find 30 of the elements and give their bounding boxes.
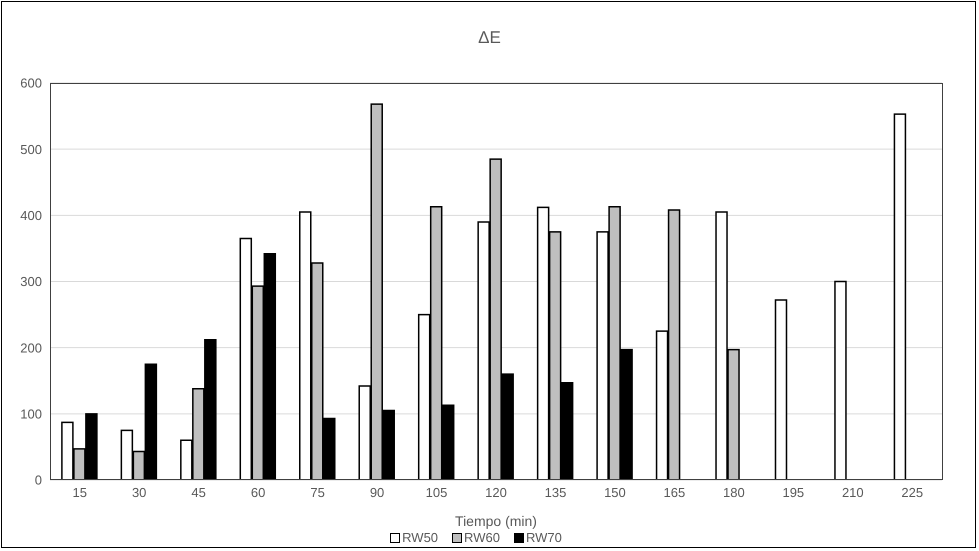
- x-tick-label: 180: [723, 485, 745, 500]
- x-tick-label: 45: [191, 485, 206, 500]
- x-tick-label: 195: [782, 485, 804, 500]
- y-tick-label: 200: [20, 340, 42, 356]
- bar: [894, 113, 906, 480]
- x-tick-label: 15: [72, 485, 87, 500]
- legend-label: RW50: [401, 530, 438, 545]
- y-tick-label: 600: [20, 76, 42, 91]
- x-tick-label: 105: [426, 485, 448, 500]
- x-tick-label: 210: [842, 485, 864, 500]
- x-tick-label: 225: [901, 485, 924, 500]
- x-tick-label: 135: [544, 485, 566, 500]
- chart-title: ΔE: [477, 28, 502, 48]
- x-axis-title: Tiempo (min): [455, 513, 537, 529]
- legend-label: RW60: [463, 530, 500, 545]
- y-tick-label: 100: [20, 406, 42, 422]
- bar: [834, 280, 847, 480]
- y-tick-label: 500: [20, 142, 42, 157]
- y-tick-label: 300: [20, 274, 42, 290]
- x-tick-label: 60: [250, 485, 266, 500]
- x-tick-label: 165: [664, 485, 686, 500]
- legend-label: RW70: [524, 530, 562, 545]
- x-tick-label: 30: [132, 485, 146, 500]
- bar: [774, 299, 788, 480]
- y-tick-label: 400: [20, 208, 42, 223]
- x-tick-label: 120: [485, 485, 507, 500]
- y-tick-label: 0: [34, 472, 42, 488]
- x-tick-label: 90: [370, 485, 384, 500]
- x-tick-label: 150: [604, 485, 626, 500]
- x-tick-label: 75: [310, 485, 325, 500]
